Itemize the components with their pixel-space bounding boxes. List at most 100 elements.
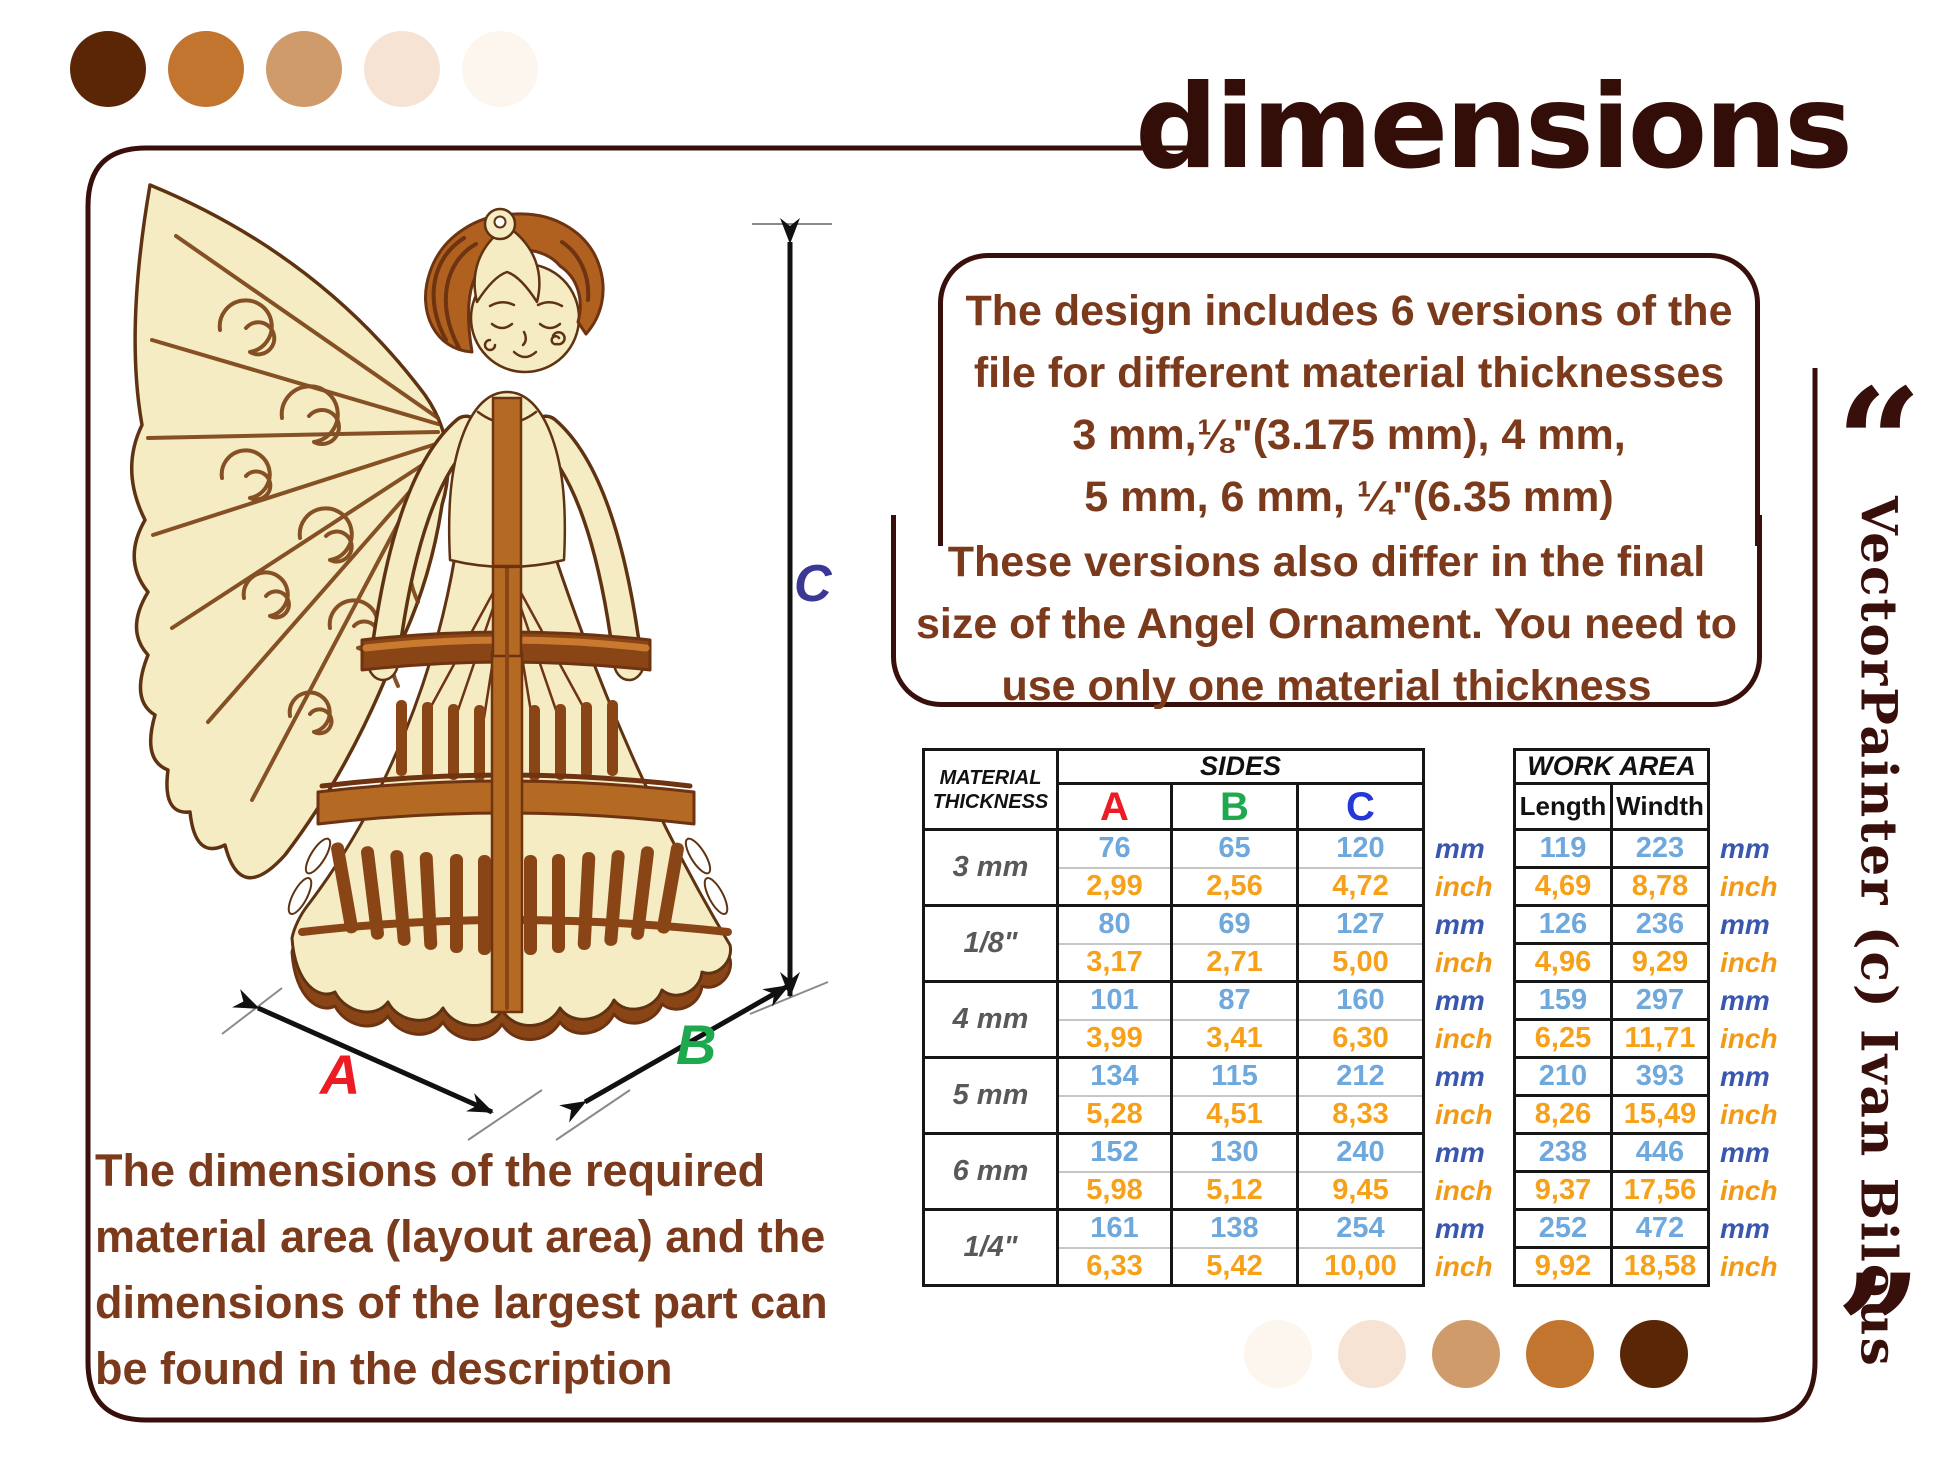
table-row: 4 mm 101 87 160 mm (922, 980, 1495, 1059)
value-mm-cell: 297 (1610, 980, 1710, 1021)
info-paragraph-2: These versions also differ in the final s… (896, 515, 1757, 717)
unit-mm-label: mm (1435, 1136, 1485, 1168)
unit-inch-label: inch (1720, 1174, 1778, 1206)
side-column-header: A (1056, 782, 1173, 831)
table-row: 6,25 11,71 inch (1513, 1018, 1780, 1059)
table-row: 6,33 5,42 10,00 inch (924, 1246, 1495, 1287)
palette-swatch (462, 31, 538, 107)
value-inch-cell: 11,71 (1610, 1018, 1710, 1059)
angel-ornament-illustration (129, 183, 733, 1041)
unit-mm-label: mm (1720, 1136, 1770, 1168)
table-row: MATERIAL THICKNESS SIDES (922, 748, 1495, 831)
unit-mm-label: mm (1435, 908, 1485, 940)
value-mm-cell: 69 (1170, 904, 1299, 945)
value-inch-cell: 5,00 (1296, 942, 1425, 983)
angel-wing (129, 183, 450, 880)
text-line: be found in the description (95, 1343, 673, 1394)
unit-inch-label: inch (1435, 1022, 1493, 1054)
thickness-cell: 1/4" (922, 1208, 1059, 1287)
value-inch-cell: 6,25 (1513, 1018, 1613, 1059)
value-inch-cell: 15,49 (1610, 1094, 1710, 1135)
palette-swatch (1432, 1320, 1500, 1388)
value-inch-cell: 5,98 (1056, 1170, 1173, 1211)
unit-cell (1424, 784, 1495, 830)
value-mm-cell: 446 (1610, 1132, 1710, 1173)
palette-swatch (1620, 1320, 1688, 1388)
table-row: 3,99 3,41 6,30 inch (924, 1018, 1495, 1059)
dim-label-a: A (320, 1043, 361, 1106)
unit-mm-label: mm (1720, 832, 1770, 864)
value-inch-cell: 8,78 (1610, 866, 1710, 907)
unit-mm-label: mm (1720, 1060, 1770, 1092)
table-row: 126 236 mm (1513, 904, 1780, 945)
sides-header: SIDES (1056, 748, 1425, 785)
value-mm-cell: 126 (1513, 904, 1613, 945)
table-row: WORK AREA (1513, 748, 1780, 785)
table-row: 9,92 18,58 inch (1513, 1246, 1780, 1287)
value-inch-cell: 10,00 (1296, 1246, 1425, 1287)
thickness-cell: 4 mm (922, 980, 1059, 1059)
text-line: dimensions of the largest part can (95, 1277, 828, 1328)
palette-swatch (1244, 1320, 1312, 1388)
palette-swatch (364, 31, 440, 107)
close-quote-icon: ” (1835, 1242, 1923, 1418)
dim-line-b (559, 983, 790, 1123)
value-mm-cell: 119 (1513, 828, 1613, 869)
value-inch-cell: 9,92 (1513, 1246, 1613, 1287)
info-box-lower: These versions also differ in the final s… (891, 515, 1762, 710)
thickness-cell: 5 mm (922, 1056, 1059, 1135)
palette-swatch (266, 31, 342, 107)
value-inch-cell: 9,45 (1296, 1170, 1425, 1211)
unit-inch-label: inch (1720, 1250, 1778, 1282)
sides-table: MATERIAL THICKNESS SIDES A B C 3 mm 76 65 120 mm 2,… (922, 748, 1496, 1287)
table-row: 4,96 9,29 inch (1513, 942, 1780, 983)
work-area-column-header: Windth (1610, 782, 1710, 831)
table-row: 4,69 8,78 inch (1513, 866, 1780, 907)
table-row: 5 mm 134 115 212 mm (922, 1056, 1495, 1135)
chest-strap (491, 396, 523, 568)
value-inch-cell: 6,30 (1296, 1018, 1425, 1059)
unit-mm-label: mm (1720, 908, 1770, 940)
text-line: 3 mm,⅛"(3.175 mm), 4 mm, (1072, 411, 1626, 459)
table-row: 5,28 4,51 8,33 inch (924, 1094, 1495, 1135)
unit-mm-label: mm (1435, 984, 1485, 1016)
value-inch-cell: 5,28 (1056, 1094, 1173, 1135)
unit-inch-label: inch (1435, 1098, 1493, 1130)
value-mm-cell: 76 (1056, 828, 1173, 869)
thickness-cell: 6 mm (922, 1132, 1059, 1211)
value-inch-cell: 8,26 (1513, 1094, 1613, 1135)
table-row: 5,98 5,12 9,45 inch (924, 1170, 1495, 1211)
palette-swatch (1526, 1320, 1594, 1388)
value-mm-cell: 127 (1296, 904, 1425, 945)
note-text: The dimensions of the required material a… (95, 1138, 945, 1402)
unit-inch-label: inch (1720, 1022, 1778, 1054)
unit-mm-label: mm (1435, 832, 1485, 864)
value-mm-cell: 115 (1170, 1056, 1299, 1097)
value-mm-cell: 101 (1056, 980, 1173, 1021)
palette-swatch (70, 31, 146, 107)
value-mm-cell: 161 (1056, 1208, 1173, 1249)
value-inch-cell: 3,99 (1056, 1018, 1173, 1059)
value-mm-cell: 87 (1170, 980, 1299, 1021)
table-row: 2,99 2,56 4,72 inch (924, 866, 1495, 907)
credit-column: “ VectorPainter (c) Ivan Bilous ” (1816, 366, 1942, 1436)
value-inch-cell: 18,58 (1610, 1246, 1710, 1287)
unit-mm-label: mm (1435, 1212, 1485, 1244)
table-row: 1/4" 161 138 254 mm (922, 1208, 1495, 1287)
unit-inch-label: inch (1435, 946, 1493, 978)
table-row: 252 472 mm (1513, 1208, 1780, 1249)
value-mm-cell: 152 (1056, 1132, 1173, 1173)
palette-swatch (1338, 1320, 1406, 1388)
value-inch-cell: 9,29 (1610, 942, 1710, 983)
table-row: 119 223 mm (1513, 828, 1780, 869)
unit-inch-label: inch (1435, 1174, 1493, 1206)
text-line: size of the Angel Ornament. You need to (915, 600, 1738, 648)
table-row: 238 446 mm (1513, 1132, 1780, 1173)
work-area-header: WORK AREA (1513, 748, 1710, 785)
table-row: 8,26 15,49 inch (1513, 1094, 1780, 1135)
dim-label-c: C (794, 555, 832, 613)
side-column-header: C (1296, 782, 1425, 831)
unit-mm-label: mm (1720, 984, 1770, 1016)
